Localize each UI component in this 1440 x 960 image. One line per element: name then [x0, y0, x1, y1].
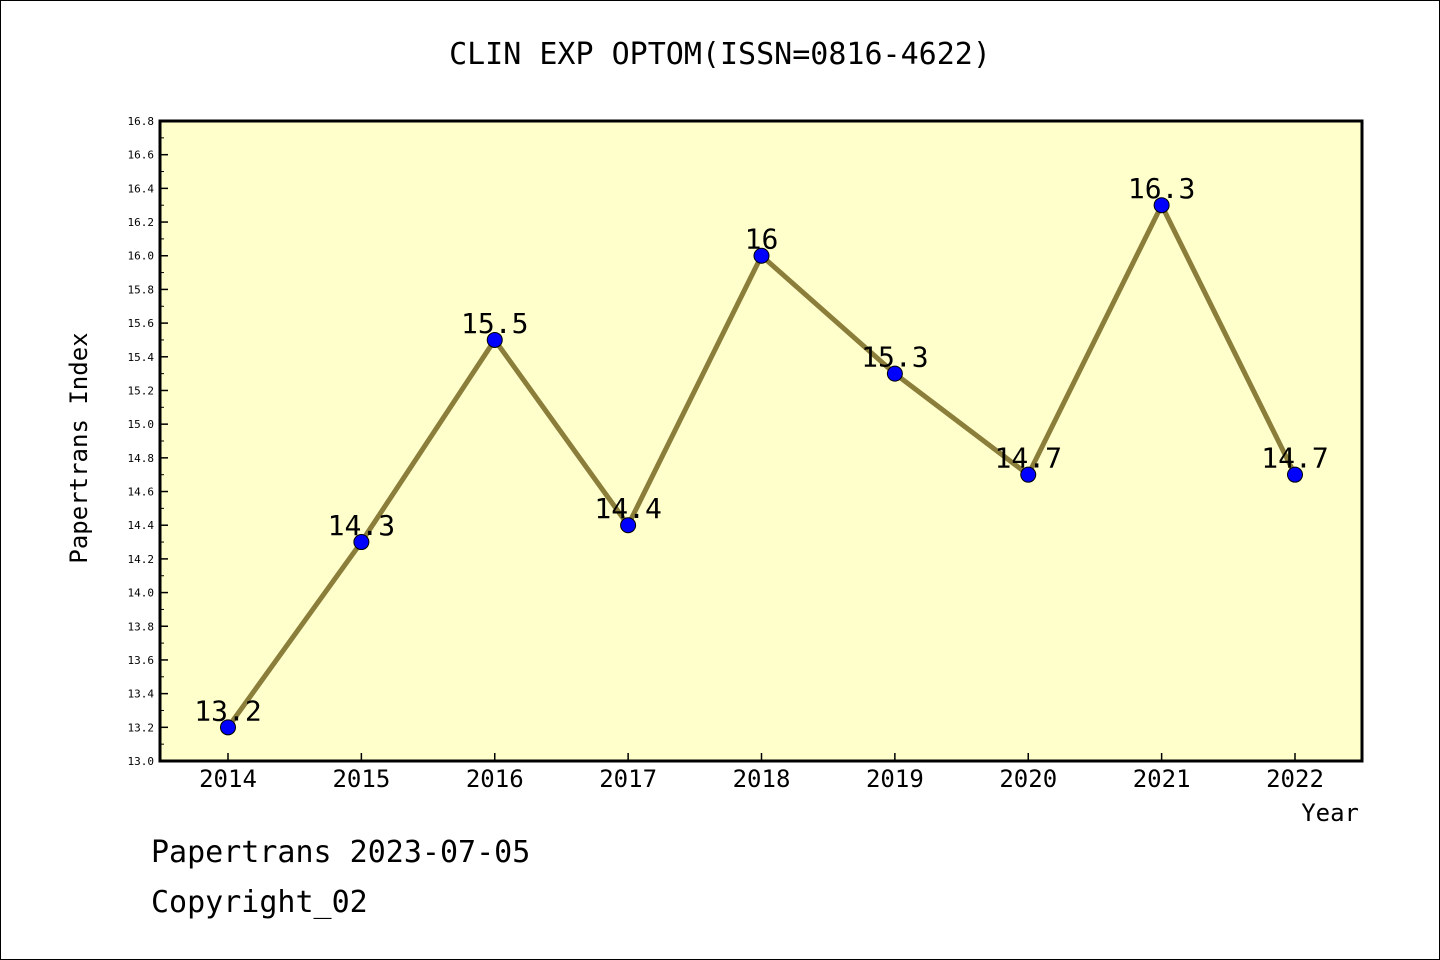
y-tick-label: 14.4	[128, 519, 155, 532]
y-tick-label: 16.6	[128, 149, 155, 162]
y-tick-label: 15.2	[128, 384, 155, 397]
data-label: 14.7	[995, 442, 1062, 475]
data-point	[486, 331, 503, 348]
x-tick-label: 2014	[199, 765, 257, 793]
x-tick-label: 2017	[599, 765, 657, 793]
data-label: 13.2	[194, 694, 261, 727]
data-point	[1287, 466, 1303, 483]
data-label: 15.5	[461, 307, 528, 340]
footer-date: Papertrans 2023-07-05	[151, 835, 531, 870]
y-tick-label: 13.4	[128, 688, 155, 701]
data-point	[753, 247, 770, 264]
data-point	[220, 719, 236, 736]
y-tick-label: 13.2	[128, 721, 155, 734]
data-label: 14.7	[1261, 442, 1328, 475]
chart-title: CLIN EXP OPTOM(ISSN=0816-4622)	[449, 37, 991, 72]
data-label: 16	[745, 223, 779, 256]
y-tick-label: 14.8	[128, 452, 155, 465]
data-point	[1153, 197, 1170, 214]
plot-area	[158, 119, 1364, 763]
x-tick-label: 2016	[466, 765, 524, 793]
y-tick-label: 15.8	[128, 283, 155, 296]
y-tick-label: 14.2	[128, 553, 155, 566]
x-axis-label: Year	[1301, 799, 1359, 827]
y-tick-label: 15.0	[128, 418, 155, 431]
y-tick-label: 14.6	[128, 486, 155, 499]
data-label: 14.4	[594, 492, 661, 525]
y-tick-label: 16.2	[128, 216, 155, 229]
x-tick-label: 2018	[733, 765, 791, 793]
x-tick-label: 2020	[999, 765, 1057, 793]
y-axis-label: Papertrans Index	[65, 332, 93, 563]
y-tick-label: 13.8	[128, 620, 155, 633]
y-tick-label: 16.8	[128, 115, 155, 128]
data-label: 15.3	[861, 341, 928, 374]
x-tick-label: 2019	[866, 765, 924, 793]
x-tick-label: 2022	[1266, 765, 1324, 793]
data-point	[886, 365, 903, 382]
data-label: 16.3	[1128, 172, 1195, 205]
data-label: 14.3	[328, 509, 395, 542]
x-tick-label: 2015	[332, 765, 390, 793]
y-tick-label: 14.0	[128, 587, 155, 600]
y-tick-label: 16.4	[128, 182, 155, 195]
data-point	[353, 534, 370, 551]
data-point	[1020, 466, 1037, 483]
y-tick-label: 13.6	[128, 654, 155, 667]
y-tick-label: 15.6	[128, 317, 155, 330]
data-point	[620, 517, 637, 534]
y-tick-label: 13.0	[128, 755, 155, 768]
x-tick-label: 2021	[1133, 765, 1191, 793]
footer-copyright: Copyright_02	[151, 885, 368, 920]
y-tick-label: 15.4	[128, 351, 155, 364]
y-tick-label: 16.0	[128, 250, 155, 263]
